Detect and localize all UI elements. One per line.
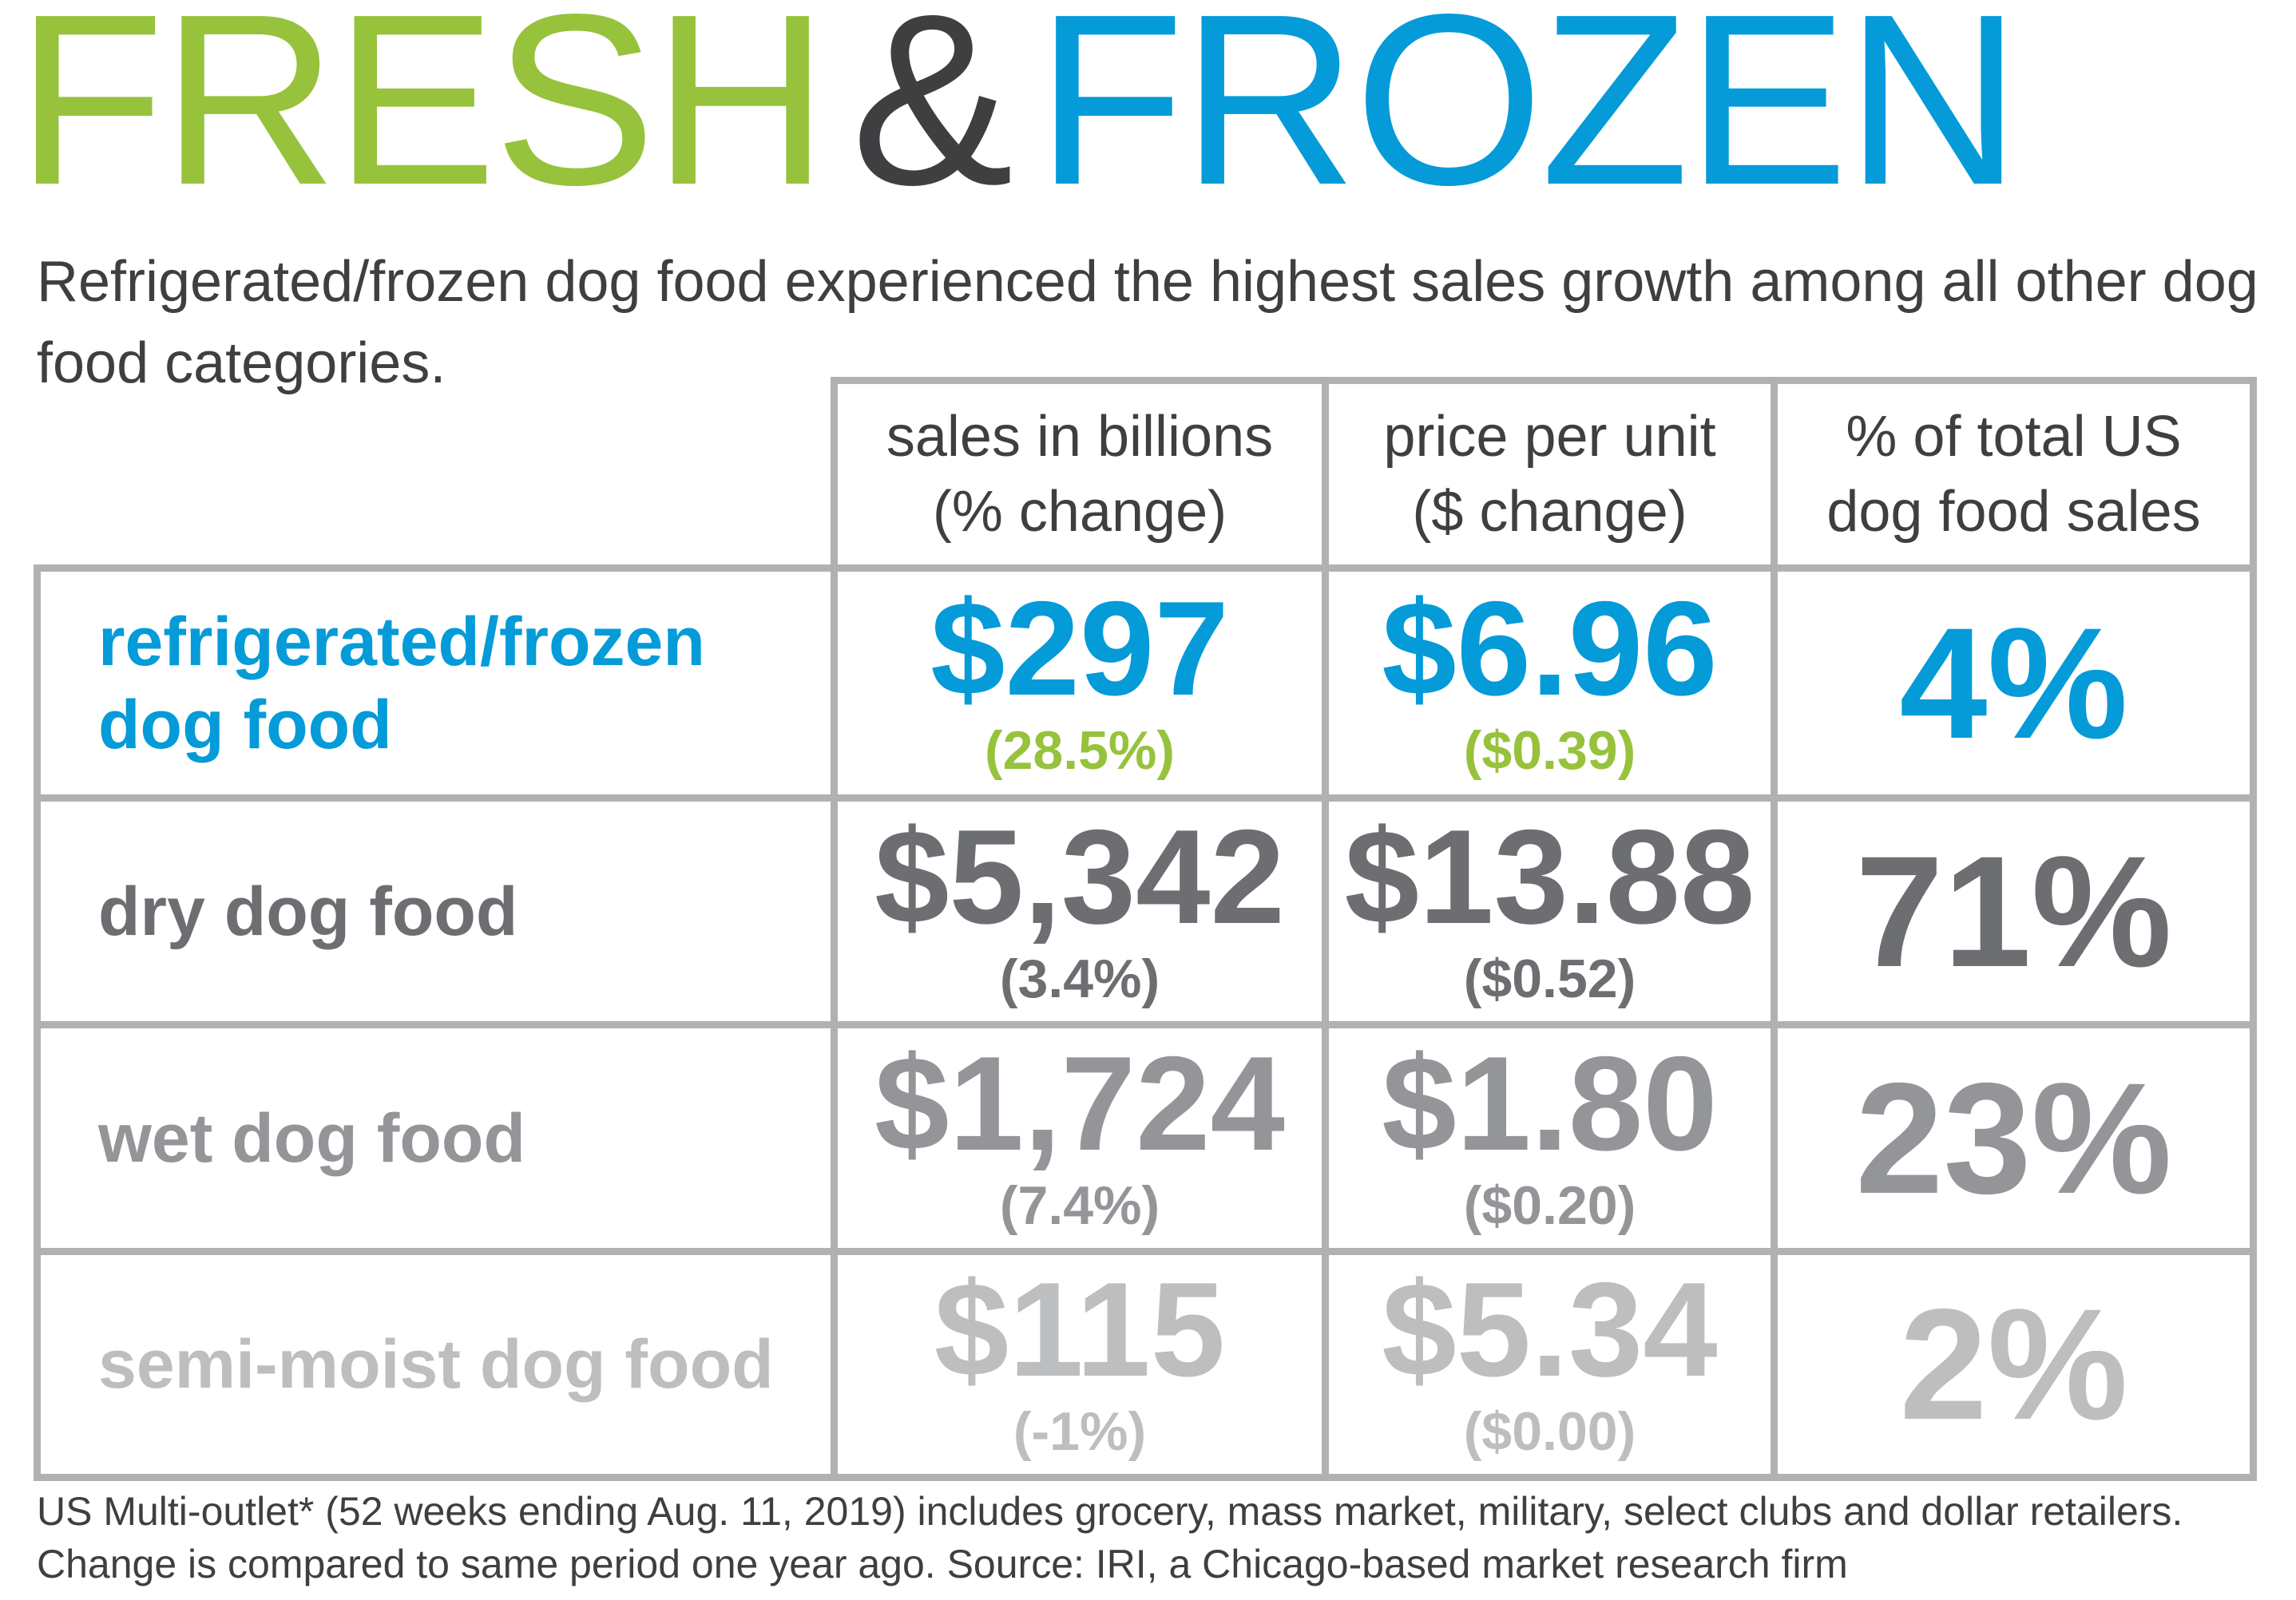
sales-change: (3.4%) <box>999 948 1160 1009</box>
sales-change: (7.4%) <box>999 1174 1160 1236</box>
row-label-line: dry dog food <box>98 873 518 950</box>
header-share-line: dog food sales <box>1826 480 2201 544</box>
title-ampersand: & <box>851 0 1013 236</box>
sales-value: $297 <box>930 572 1229 723</box>
header-share-line: % of total US <box>1846 405 2182 469</box>
share-cell: 23% <box>1771 1021 2257 1255</box>
row-label-line: refrigerated/frozen <box>98 603 705 680</box>
share-value: 2% <box>1899 1276 2128 1452</box>
sales-change: (28.5%) <box>984 719 1176 781</box>
sales-cell: $115 (-1%) <box>831 1248 1329 1481</box>
header-sales-line: sales in billions <box>886 405 1274 469</box>
row-label-line: semi-moist dog food <box>98 1326 774 1403</box>
header-price: price per unit ($ change) <box>1322 377 1778 572</box>
header-price-line: ($ change) <box>1412 480 1687 544</box>
price-value: $6.96 <box>1382 572 1718 723</box>
subtitle: Refrigerated/frozen dog food experienced… <box>37 250 2258 395</box>
sales-value: $5,342 <box>874 801 1285 952</box>
share-cell: 2% <box>1771 1248 2257 1481</box>
row-label-line: dog food <box>98 686 392 763</box>
footnote: US Multi-outlet* (52 weeks ending Aug. 1… <box>37 1489 2183 1586</box>
sales-change: (-1%) <box>1013 1401 1147 1462</box>
price-cell: $6.96 ($0.39) <box>1322 564 1778 802</box>
sales-value: $115 <box>934 1254 1226 1404</box>
sales-cell: $297 (28.5%) <box>831 564 1329 802</box>
row-label: semi-moist dog food <box>34 1248 838 1481</box>
price-change: ($0.52) <box>1463 948 1636 1009</box>
price-change: ($0.00) <box>1463 1401 1636 1462</box>
header-share: % of total US dog food sales <box>1771 377 2257 572</box>
price-change: ($0.39) <box>1463 719 1636 781</box>
share-cell: 4% <box>1771 564 2257 802</box>
price-value: $5.34 <box>1382 1254 1718 1404</box>
price-cell: $5.34 ($0.00) <box>1322 1248 1778 1481</box>
price-cell: $13.88 ($0.52) <box>1322 794 1778 1028</box>
price-change: ($0.20) <box>1463 1174 1636 1236</box>
share-cell: 71% <box>1771 794 2257 1028</box>
page-title: FRESH & FROZEN <box>16 0 2021 221</box>
sales-cell: $5,342 (3.4%) <box>831 794 1329 1028</box>
title-fresh: FRESH <box>16 0 829 236</box>
sales-cell: $1,724 (7.4%) <box>831 1021 1329 1255</box>
share-value: 23% <box>1855 1049 2172 1226</box>
price-value: $13.88 <box>1344 801 1755 952</box>
row-label: refrigerated/frozen dog food <box>34 564 838 802</box>
row-label-line: wet dog food <box>98 1099 525 1177</box>
share-value: 71% <box>1855 822 2172 1000</box>
header-price-line: price per unit <box>1383 405 1716 469</box>
row-label: wet dog food <box>34 1021 838 1255</box>
header-sales: sales in billions (% change) <box>831 377 1329 572</box>
header-sales-line: (% change) <box>932 480 1227 544</box>
price-cell: $1.80 ($0.20) <box>1322 1021 1778 1255</box>
share-value: 4% <box>1899 594 2128 771</box>
sales-value: $1,724 <box>874 1028 1285 1178</box>
row-label: dry dog food <box>34 794 838 1028</box>
title-frozen: FROZEN <box>1036 0 2021 236</box>
price-value: $1.80 <box>1382 1028 1718 1178</box>
